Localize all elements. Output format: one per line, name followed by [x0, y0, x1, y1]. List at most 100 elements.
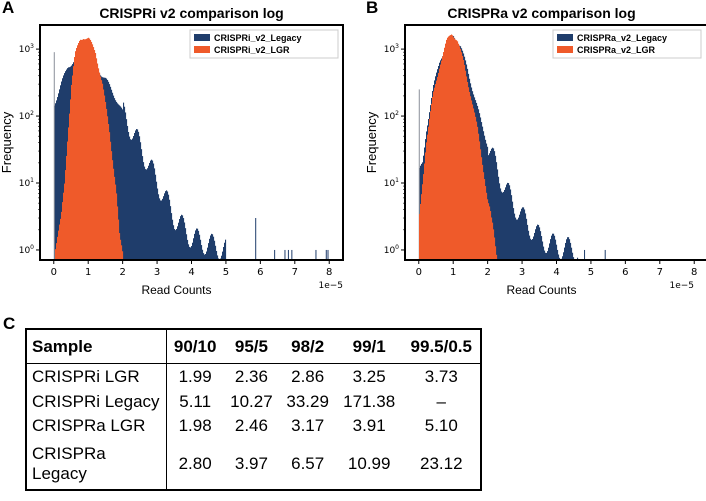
histogram-bar	[62, 78, 64, 260]
histogram-bar	[116, 101, 118, 260]
histogram-bar	[191, 246, 193, 260]
histogram-bar	[528, 230, 530, 260]
histogram-bar	[131, 139, 133, 260]
table-header-row: Sample 90/10 95/5 98/2 99/1 99.5/0.5	[26, 329, 481, 364]
x-offset-label: 1e−5	[318, 281, 343, 291]
histogram-bar	[480, 149, 482, 260]
histogram-bar	[141, 149, 143, 260]
histogram-bar	[172, 219, 174, 260]
histogram-bar	[501, 191, 503, 260]
histogram-bar	[108, 124, 110, 260]
histogram-bar	[503, 191, 505, 260]
panel-label-c: C	[3, 314, 16, 333]
histogram-bar	[428, 126, 430, 260]
histogram-bar	[87, 38, 89, 260]
histogram-bar	[192, 242, 194, 260]
histogram-bar	[124, 106, 126, 260]
histogram-bar	[184, 222, 186, 260]
histogram-bar	[60, 218, 62, 260]
histogram-bar	[145, 169, 147, 260]
y-tick-label: 100	[384, 244, 399, 256]
y-axis-label: Frequency	[364, 111, 379, 173]
histogram-bar	[542, 241, 544, 260]
histogram-bar	[122, 251, 124, 260]
histogram-bar	[170, 206, 172, 260]
ratio-cell: 10.99	[347, 453, 391, 473]
histogram-bar	[438, 72, 440, 260]
histogram-bar	[60, 85, 62, 260]
legend-label: CRISPRa_v2_LGR	[577, 45, 656, 55]
y-tick-base: 10	[384, 179, 396, 189]
y-tick-label: 102	[384, 110, 399, 122]
histogram-bar	[158, 194, 160, 260]
histogram-bar	[92, 44, 94, 260]
histogram-bar	[584, 249, 586, 260]
histogram-bar	[169, 199, 171, 260]
histogram-bar	[473, 108, 475, 260]
histogram-bar	[75, 51, 77, 260]
x-axis-label: Read Counts	[506, 283, 576, 297]
histogram-bar	[110, 141, 112, 260]
histogram-bar	[526, 218, 528, 260]
header-99.5-0.5: 99.5/0.5	[402, 329, 481, 364]
ratio-cell: 5.11	[179, 391, 212, 411]
histogram-bar	[83, 39, 85, 261]
histogram-bar	[485, 186, 487, 260]
histogram-bar	[118, 219, 120, 260]
histogram-bar	[95, 53, 97, 261]
y-tick-exponent: 2	[395, 110, 399, 117]
histogram-bar	[68, 127, 70, 260]
histogram-bar	[554, 235, 556, 260]
histogram-bar	[53, 52, 55, 260]
ratio-cell: 3.91	[352, 416, 386, 436]
histogram-bar	[482, 164, 484, 260]
histogram-bar	[484, 179, 486, 260]
histogram-bar	[201, 245, 203, 260]
histogram-bar	[106, 108, 108, 260]
histogram-bar	[475, 116, 477, 260]
y-tick-exponent: 2	[30, 110, 34, 117]
histogram-bar	[573, 257, 575, 260]
histogram-bar	[559, 257, 561, 260]
panel-label-b: B	[366, 0, 379, 17]
histogram-bar	[135, 130, 137, 260]
histogram-bar	[72, 75, 74, 260]
histogram-bar	[431, 103, 433, 260]
x-tick-label: 5	[588, 267, 594, 278]
histogram-bar	[65, 71, 67, 261]
histogram-bar	[194, 233, 196, 260]
histogram-bar	[119, 233, 121, 260]
histogram-bar	[154, 168, 156, 260]
x-tick-label: 5	[223, 267, 229, 278]
percentile-ratio-table: Sample 90/10 95/5 98/2 99/1 99.5/0.5 CRI…	[25, 328, 482, 491]
histogram-bar	[212, 234, 214, 260]
histogram-bar	[494, 151, 496, 260]
histogram-bar	[59, 89, 61, 260]
histogram-bar	[418, 89, 420, 260]
histogram-bar	[546, 252, 548, 260]
histogram-bar	[455, 39, 457, 261]
histogram-bar	[114, 176, 116, 260]
x-tick-label: 4	[188, 267, 194, 278]
histogram-bar	[451, 34, 453, 260]
x-tick-label: 4	[553, 267, 559, 278]
histogram-bar	[540, 231, 542, 260]
histogram-bar	[97, 63, 99, 260]
histogram-bar	[138, 131, 140, 260]
histogram-bar	[63, 192, 65, 260]
histogram-bar	[426, 142, 428, 260]
ratio-cell: 2.36	[234, 366, 268, 386]
histogram-bar	[149, 162, 151, 260]
histogram-bar	[204, 254, 206, 260]
histogram-bar	[497, 169, 499, 260]
histogram-bar	[530, 238, 532, 260]
histogram-bar	[123, 102, 125, 261]
histogram-bar	[104, 95, 106, 260]
histogram-bar	[423, 174, 425, 260]
histogram-bar	[105, 101, 107, 260]
histogram-bar	[58, 230, 60, 260]
histogram-bar	[152, 160, 154, 260]
histogram-bar	[193, 238, 195, 260]
histogram-bar	[188, 244, 190, 260]
histogram-bar	[472, 104, 474, 260]
